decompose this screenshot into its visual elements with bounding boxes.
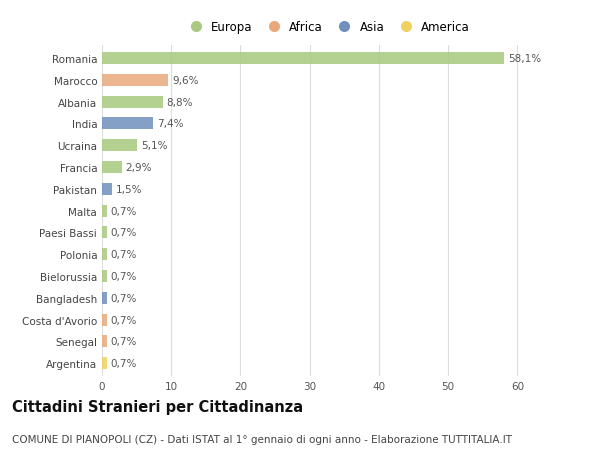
Text: 0,7%: 0,7%: [110, 228, 137, 238]
Bar: [102, 75, 169, 87]
Text: 0,7%: 0,7%: [110, 293, 137, 303]
Bar: [102, 205, 107, 217]
Legend: Europa, Africa, Asia, America: Europa, Africa, Asia, America: [182, 19, 472, 37]
Bar: [102, 358, 107, 369]
Bar: [102, 336, 107, 347]
Text: 0,7%: 0,7%: [110, 358, 137, 368]
Bar: [102, 162, 122, 174]
Text: 0,7%: 0,7%: [110, 336, 137, 347]
Bar: [102, 227, 107, 239]
Bar: [102, 249, 107, 261]
Text: 58,1%: 58,1%: [508, 54, 541, 64]
Text: 9,6%: 9,6%: [172, 76, 199, 86]
Bar: [102, 314, 107, 326]
Bar: [102, 184, 112, 196]
Text: 1,5%: 1,5%: [116, 185, 142, 195]
Text: 0,7%: 0,7%: [110, 250, 137, 260]
Text: 0,7%: 0,7%: [110, 271, 137, 281]
Text: Cittadini Stranieri per Cittadinanza: Cittadini Stranieri per Cittadinanza: [12, 399, 303, 414]
Text: 8,8%: 8,8%: [166, 97, 193, 107]
Bar: [102, 140, 137, 152]
Bar: [102, 270, 107, 282]
Bar: [102, 292, 107, 304]
Bar: [102, 96, 163, 108]
Text: 7,4%: 7,4%: [157, 119, 183, 129]
Text: 0,7%: 0,7%: [110, 315, 137, 325]
Text: 5,1%: 5,1%: [141, 141, 167, 151]
Text: 0,7%: 0,7%: [110, 206, 137, 216]
Bar: [102, 53, 504, 65]
Bar: [102, 118, 153, 130]
Text: COMUNE DI PIANOPOLI (CZ) - Dati ISTAT al 1° gennaio di ogni anno - Elaborazione : COMUNE DI PIANOPOLI (CZ) - Dati ISTAT al…: [12, 434, 512, 444]
Text: 2,9%: 2,9%: [125, 162, 152, 173]
